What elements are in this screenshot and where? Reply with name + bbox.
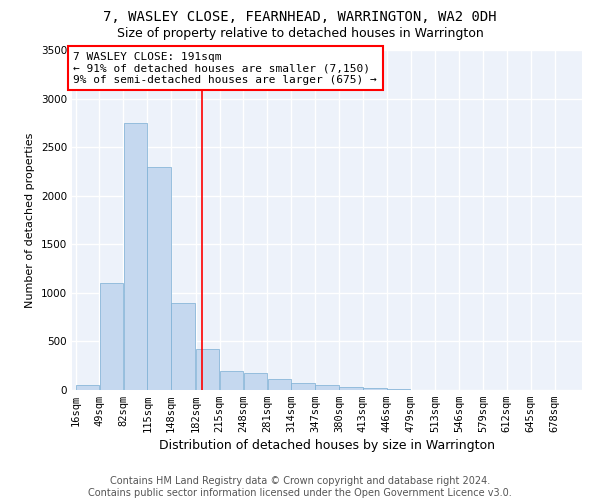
Text: Size of property relative to detached houses in Warrington: Size of property relative to detached ho… xyxy=(116,28,484,40)
Text: 7 WASLEY CLOSE: 191sqm
← 91% of detached houses are smaller (7,150)
9% of semi-d: 7 WASLEY CLOSE: 191sqm ← 91% of detached… xyxy=(73,52,377,85)
Bar xyxy=(76,385,100,390)
Text: Contains HM Land Registry data © Crown copyright and database right 2024.
Contai: Contains HM Land Registry data © Crown c… xyxy=(88,476,512,498)
X-axis label: Distribution of detached houses by size in Warrington: Distribution of detached houses by size … xyxy=(159,440,495,452)
Bar xyxy=(244,373,267,390)
Bar xyxy=(220,370,243,390)
Bar xyxy=(268,380,291,390)
Bar xyxy=(315,385,339,390)
Bar xyxy=(100,283,123,390)
Bar xyxy=(196,348,220,390)
Bar xyxy=(124,123,147,390)
Bar xyxy=(171,302,195,390)
Text: 7, WASLEY CLOSE, FEARNHEAD, WARRINGTON, WA2 0DH: 7, WASLEY CLOSE, FEARNHEAD, WARRINGTON, … xyxy=(103,10,497,24)
Bar xyxy=(148,166,171,390)
Bar xyxy=(363,388,386,390)
Bar xyxy=(292,382,315,390)
Bar xyxy=(387,389,410,390)
Bar xyxy=(339,387,362,390)
Y-axis label: Number of detached properties: Number of detached properties xyxy=(25,132,35,308)
